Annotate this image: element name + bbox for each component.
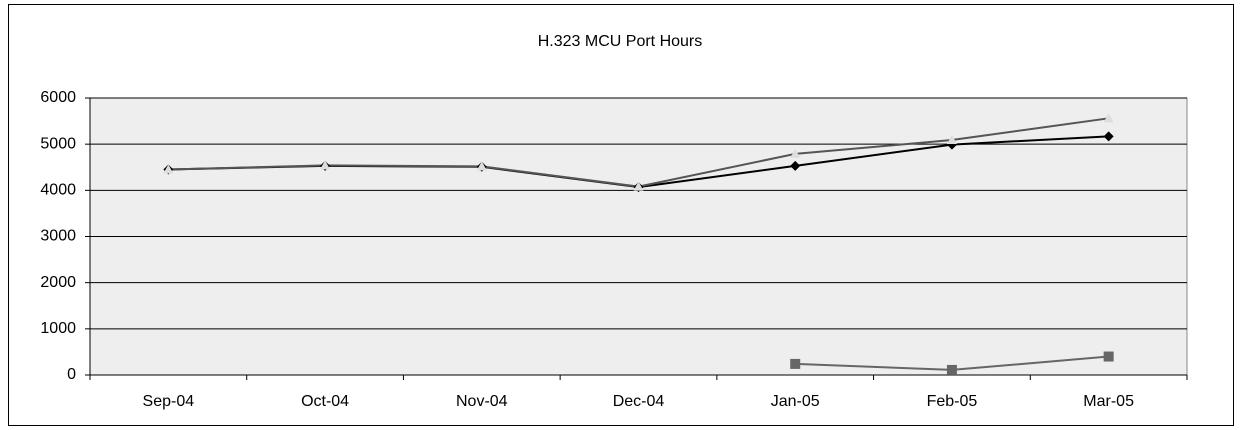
y-tick-label: 0: [67, 366, 76, 383]
x-tick-label: Sep-04: [143, 393, 195, 410]
y-tick-label: 1000: [40, 320, 76, 337]
marker: [163, 164, 174, 174]
marker: [790, 148, 801, 158]
marker: [790, 160, 801, 171]
y-tick-label: 2000: [40, 274, 76, 291]
y-tick-label: 3000: [40, 228, 76, 245]
marker: [320, 160, 331, 170]
marker: [790, 358, 801, 369]
x-tick-label: Oct-04: [301, 393, 349, 410]
marker: [1103, 351, 1114, 362]
marker: [476, 161, 487, 171]
chart-title: H.323 MCU Port Hours: [538, 33, 703, 50]
marker: [946, 364, 957, 375]
marker: [633, 181, 644, 191]
y-tick-label: 5000: [40, 135, 76, 152]
y-tick-label: 6000: [40, 89, 76, 106]
x-tick-label: Dec-04: [613, 393, 665, 410]
marker: [1103, 131, 1114, 142]
marker: [1103, 113, 1114, 123]
x-tick-label: Mar-05: [1083, 393, 1134, 410]
marker: [946, 135, 957, 145]
x-tick-label: Feb-05: [927, 393, 978, 410]
x-tick-label: Jan-05: [771, 393, 820, 410]
x-tick-label: Nov-04: [456, 393, 508, 410]
y-tick-label: 4000: [40, 182, 76, 199]
